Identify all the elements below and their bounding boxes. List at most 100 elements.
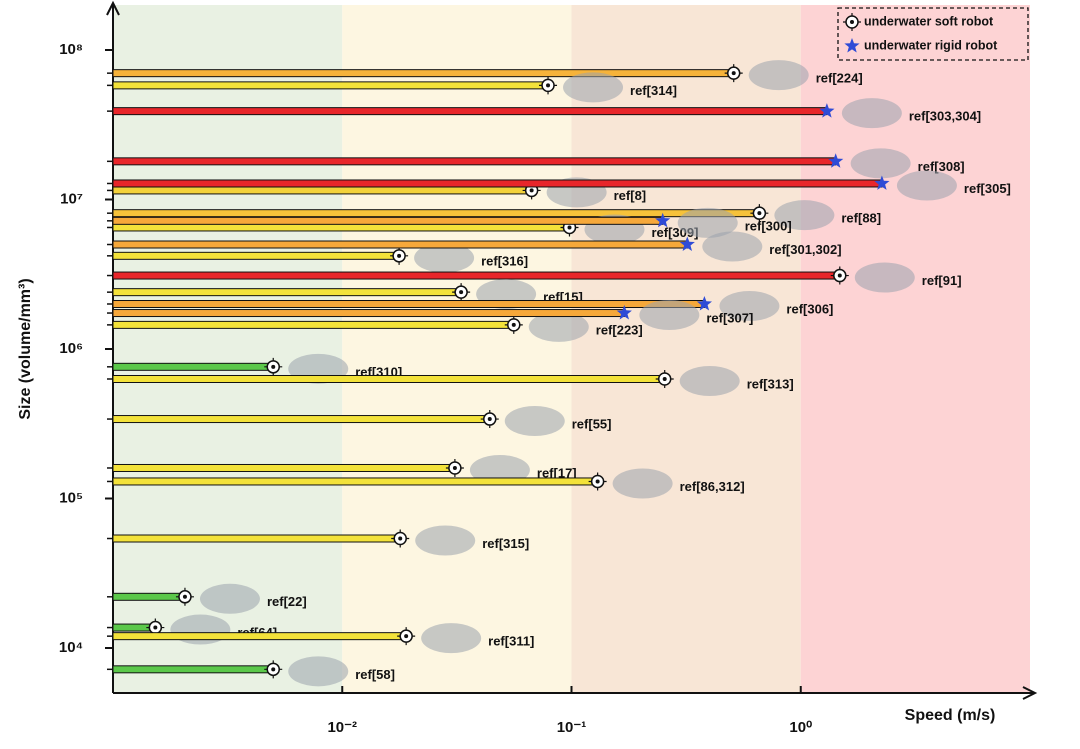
x-axis-arrow	[1022, 686, 1038, 700]
marker-cross	[445, 458, 464, 477]
bar	[112, 240, 688, 249]
legend-label: underwater soft robot	[864, 14, 994, 28]
series: ref[303,304] ref[308] ref[305] ref[300] ref[…	[107, 98, 1011, 331]
y-axis-label: Size (volume/mm³)	[17, 278, 34, 419]
bar	[112, 362, 274, 371]
marker-cross	[843, 13, 861, 31]
point-label: ref[55]	[572, 416, 612, 431]
robot-photo	[854, 262, 915, 293]
x-tick-label: 10⁰	[789, 719, 812, 736]
point-label: ref[58]	[355, 667, 395, 682]
marker-cross	[480, 410, 499, 429]
marker-cross	[397, 627, 416, 646]
rigid-marker	[616, 305, 632, 320]
speed-band	[342, 5, 572, 693]
series: ref[224]ref[314]ref[8]ref[88]ref[309]ref…	[107, 60, 962, 687]
rigid-marker	[874, 175, 890, 190]
point-label: ref[300]	[745, 218, 792, 233]
point-label: ref[313]	[747, 376, 794, 391]
robot-photo	[677, 207, 738, 238]
marker-cross	[830, 266, 849, 285]
point-label: ref[22]	[267, 594, 307, 609]
marker-cross	[588, 472, 607, 491]
robot-photo	[679, 365, 740, 396]
y-tick-label: 10⁶	[59, 340, 83, 357]
y-tick-label: 10⁷	[60, 190, 83, 207]
bar	[112, 415, 491, 424]
marker-dot	[397, 253, 402, 258]
bar	[112, 309, 625, 318]
bar	[112, 271, 841, 280]
point-label: ref[311]	[488, 634, 534, 649]
bar	[112, 223, 570, 232]
robot-photo	[748, 60, 809, 91]
robot-photo	[774, 200, 835, 231]
robot-photo	[504, 406, 565, 437]
speed-band	[571, 5, 801, 693]
point-label: ref[17]	[537, 465, 577, 480]
rigid-marker	[828, 153, 844, 168]
bar	[112, 186, 533, 195]
robot-photo	[288, 656, 349, 687]
robot-photo	[612, 468, 673, 499]
soft-marker	[724, 64, 743, 83]
robot-photo	[199, 583, 260, 614]
marker-dot	[529, 188, 534, 193]
robot-photo	[421, 623, 482, 654]
marker-cross	[452, 283, 471, 302]
point-label: ref[86,312]	[680, 479, 745, 494]
marker-cross	[264, 660, 283, 679]
legend-label: underwater rigid robot	[864, 38, 998, 52]
x-tick-label: 10⁻¹	[557, 719, 587, 736]
bar	[112, 107, 828, 116]
marker-cross	[146, 618, 165, 637]
bar	[112, 477, 599, 486]
point-label: ref[303,304]	[909, 109, 981, 124]
robot-photo	[414, 242, 475, 273]
point-label: ref[305]	[964, 181, 1011, 196]
bar	[112, 179, 883, 188]
soft-marker	[390, 246, 409, 265]
robot-photo	[896, 170, 957, 201]
marker-dot	[567, 225, 572, 230]
point-label: ref[301,302]	[769, 242, 841, 257]
x-axis-label: Speed (m/s)	[905, 707, 996, 724]
rigid-marker	[844, 38, 860, 53]
point-label: ref[306]	[786, 301, 833, 316]
y-tick-label: 10⁸	[59, 41, 83, 58]
bar	[112, 320, 515, 329]
bar	[112, 288, 462, 297]
marker-dot	[850, 20, 854, 24]
soft-marker	[480, 410, 499, 429]
bar	[112, 251, 400, 260]
point-label: ref[91]	[922, 273, 962, 288]
speed-band	[113, 5, 343, 693]
point-label: ref[308]	[918, 159, 965, 174]
rigid-marker	[819, 103, 835, 118]
marker-dot	[182, 594, 187, 599]
bar	[112, 665, 274, 674]
soft-marker	[843, 13, 861, 31]
y-axis-arrow	[106, 0, 120, 16]
bar	[112, 463, 456, 472]
bar	[112, 69, 735, 78]
robot-photo	[415, 525, 476, 556]
marker-dot	[271, 364, 276, 369]
marker-cross	[175, 587, 194, 606]
robot-photo	[841, 98, 902, 129]
marker-dot	[511, 322, 516, 327]
marker-cross	[539, 76, 558, 95]
bar	[112, 81, 549, 90]
rigid-marker	[696, 296, 712, 311]
bar	[112, 592, 186, 601]
marker-dot	[757, 211, 762, 216]
marker-cross	[522, 181, 541, 200]
rigid-marker	[655, 212, 671, 228]
legend-box	[837, 7, 1029, 61]
marker-cross	[724, 64, 743, 83]
soft-marker	[445, 458, 464, 477]
point-label: ref[314]	[630, 83, 677, 98]
bar	[112, 216, 664, 225]
soft-marker	[397, 627, 416, 646]
